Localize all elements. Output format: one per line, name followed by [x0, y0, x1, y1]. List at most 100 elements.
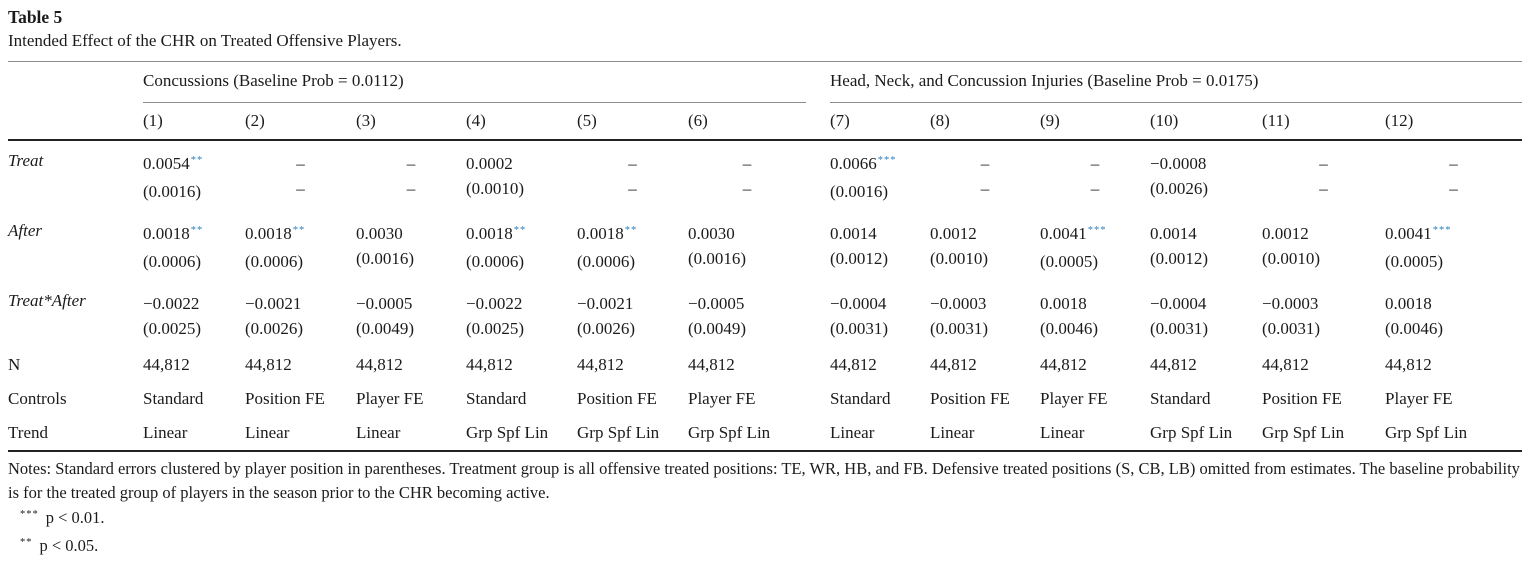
coef-cell: – –: [1262, 140, 1385, 211]
value-cell: Standard: [1150, 389, 1211, 408]
value-cell: Linear: [930, 423, 975, 442]
value-cell: 44,812: [1150, 355, 1197, 374]
estimate-value: 0.0018**: [577, 224, 638, 243]
value-cell: Player FE: [688, 389, 756, 408]
coef-cell: −0.0022 (0.0025): [143, 281, 245, 348]
value-cell: 44,812: [1040, 355, 1087, 374]
estimate-value: −0.0005: [688, 294, 745, 313]
value-cell: Standard: [466, 389, 527, 408]
standard-error: (0.0049): [688, 319, 747, 338]
standard-error: (0.0006): [577, 252, 636, 271]
table-row: Trend Linear Linear Linear Grp Spf Lin Grp Sp…: [8, 416, 1522, 450]
value-cell: Grp Spf Lin: [577, 423, 660, 442]
table-number-title: Table 5: [8, 7, 63, 27]
estimate-value: 0.0002: [466, 154, 513, 173]
standard-error: (0.0025): [466, 319, 525, 338]
group-gap: [806, 211, 830, 281]
column-number: (5): [577, 102, 688, 141]
table-row: N 44,812 44,812 44,812 44,812 44,812 44,812 44,…: [8, 348, 1522, 382]
value-cell: Linear: [356, 423, 401, 442]
coef-cell: – –: [245, 140, 356, 211]
standard-error: (0.0010): [466, 179, 525, 198]
estimate-value: −0.0003: [1262, 294, 1319, 313]
value-cell: Position FE: [245, 389, 325, 408]
empty-se: –: [628, 179, 637, 198]
empty-se: –: [1090, 179, 1100, 198]
estimate-value: −0.0003: [930, 294, 987, 313]
row-label: Treat: [8, 151, 44, 170]
column-number: (2): [245, 102, 356, 141]
row-label-header: [8, 102, 143, 141]
coef-cell: 0.0041*** (0.0005): [1385, 211, 1522, 281]
coef-cell: 0.0018** (0.0006): [245, 211, 356, 281]
row-label: Trend: [8, 423, 48, 442]
column-number-row: (1) (2) (3) (4) (5) (6) (7) (8) (9) (10) (11) (12): [8, 102, 1523, 141]
column-number: (12): [1385, 102, 1523, 141]
coef-cell: 0.0018 (0.0046): [1040, 281, 1150, 348]
empty-estimate: –: [980, 154, 990, 173]
standard-error: (0.0006): [143, 252, 202, 271]
value-cell: 44,812: [577, 355, 624, 374]
value-cell: Standard: [830, 389, 891, 408]
value-cell: 44,812: [143, 355, 190, 374]
standard-error: (0.0010): [1262, 249, 1321, 268]
coef-cell: −0.0003 (0.0031): [930, 281, 1040, 348]
estimate-value: −0.0021: [245, 294, 302, 313]
significance-stars: ***: [1087, 225, 1107, 236]
empty-estimate: –: [1090, 154, 1100, 173]
value-cell: Standard: [143, 389, 204, 408]
value-cell: Player FE: [356, 389, 424, 408]
group-gap: [806, 102, 831, 141]
estimate-value: 0.0018: [1040, 294, 1087, 313]
column-number: (4): [466, 102, 577, 141]
significance-footnotes: *** p < 0.01. ** p < 0.05.: [8, 505, 1522, 561]
value-cell: Linear: [143, 423, 188, 442]
estimate-value: 0.0018: [1385, 294, 1432, 313]
estimate-value: 0.0041***: [1385, 224, 1452, 243]
estimate-value: 0.0030: [688, 224, 735, 243]
coef-cell: 0.0018** (0.0006): [577, 211, 688, 281]
coef-cell: 0.0018 (0.0046): [1385, 281, 1522, 348]
standard-error: (0.0005): [1040, 252, 1099, 271]
value-cell: 44,812: [688, 355, 735, 374]
significance-stars: ***: [1432, 225, 1452, 236]
estimate-value: −0.0004: [830, 294, 887, 313]
table-bottom-rule: [8, 450, 1522, 452]
column-number: (1): [143, 102, 245, 141]
empty-se: –: [1449, 179, 1458, 198]
estimate-value: 0.0030: [356, 224, 403, 243]
estimate-value: −0.0022: [143, 294, 200, 313]
estimate-value: 0.0014: [830, 224, 877, 243]
standard-error: (0.0006): [466, 252, 525, 271]
footnote-line: ** p < 0.05.: [8, 533, 1522, 561]
value-cell: Position FE: [930, 389, 1010, 408]
empty-se: –: [742, 179, 752, 198]
significance-stars: **: [624, 225, 638, 236]
footnote-text: p < 0.01.: [45, 508, 105, 527]
column-number: (8): [930, 102, 1041, 141]
group-header-row: Concussions (Baseline Prob = 0.0112) Head…: [8, 62, 1523, 103]
coef-cell: 0.0030 (0.0016): [688, 211, 806, 281]
group-gap: [806, 416, 830, 450]
coef-cell: – –: [356, 140, 466, 211]
group-gap: [806, 348, 830, 382]
row-label: N: [8, 355, 21, 374]
group-header-concussions: Concussions (Baseline Prob = 0.0112): [143, 62, 807, 103]
estimate-value: 0.0012: [930, 224, 977, 243]
coef-cell: −0.0005 (0.0049): [356, 281, 466, 348]
group-gap: [806, 140, 830, 211]
value-cell: 44,812: [466, 355, 513, 374]
empty-se: –: [296, 179, 305, 198]
standard-error: (0.0016): [830, 182, 889, 201]
table-caption: Intended Effect of the CHR on Treated Of…: [8, 31, 402, 50]
standard-error: (0.0049): [356, 319, 415, 338]
value-cell: Grp Spf Lin: [466, 423, 549, 442]
footnote-text: p < 0.05.: [39, 536, 99, 555]
value-cell: Position FE: [1262, 389, 1342, 408]
standard-error: (0.0006): [245, 252, 304, 271]
estimate-value: −0.0022: [466, 294, 523, 313]
significance-stars: **: [190, 155, 204, 166]
coef-cell: −0.0008 (0.0026): [1150, 140, 1262, 211]
significance-stars: **: [513, 225, 527, 236]
standard-error: (0.0046): [1040, 319, 1099, 338]
